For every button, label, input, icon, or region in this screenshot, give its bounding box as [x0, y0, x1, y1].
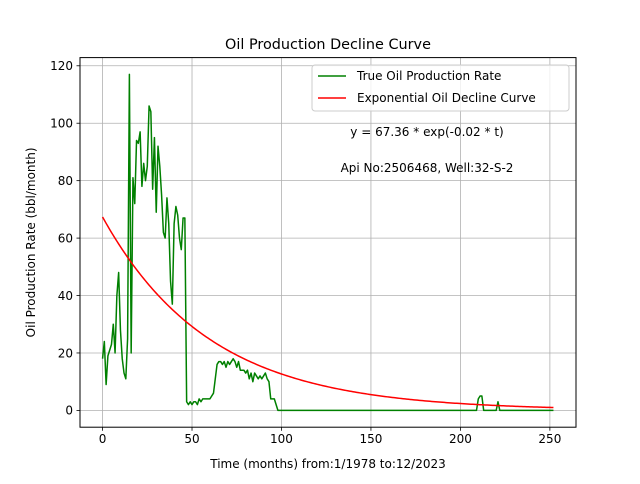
y-tick-label: 100 — [50, 117, 73, 131]
series-exponential-decline-curve — [101, 216, 554, 409]
x-tick-label: 50 — [184, 432, 199, 446]
y-tick-label: 60 — [58, 231, 73, 245]
legend-label-true-rate: True Oil Production Rate — [356, 69, 501, 83]
x-axis-label: Time (months) from:1/1978 to:12/2023 — [209, 457, 446, 471]
y-tick-label: 80 — [58, 174, 73, 188]
series-true-oil-production-rate — [101, 73, 554, 412]
grid-lines — [80, 57, 576, 428]
legend-label-decline-curve: Exponential Oil Decline Curve — [357, 91, 536, 105]
legend: True Oil Production Rate Exponential Oil… — [311, 64, 570, 112]
x-tick-label: 100 — [270, 432, 293, 446]
y-tick-label: 0 — [65, 404, 73, 418]
y-tick-label: 40 — [58, 289, 73, 303]
x-tick-label: 150 — [359, 432, 382, 446]
equation-annotation: y = 67.36 * exp(-0.02 * t) — [350, 125, 503, 139]
well-annotation: Api No:2506468, Well:32-S-2 — [341, 161, 514, 175]
y-tick-label: 20 — [58, 346, 73, 360]
axis-ticks: 0 50 100 150 200 250 0 20 40 60 80 100 120 — [50, 59, 561, 446]
chart-title: Oil Production Decline Curve — [225, 37, 431, 53]
x-tick-label: 200 — [449, 432, 472, 446]
series-layer — [101, 73, 554, 412]
plot-area-frame — [79, 57, 577, 428]
y-tick-label: 120 — [50, 59, 73, 73]
legend-box — [311, 64, 570, 112]
x-tick-label: 250 — [538, 432, 561, 446]
x-tick-label: 0 — [99, 432, 107, 446]
y-axis-label: Oil Production Rate (bbl/month) — [24, 147, 38, 337]
